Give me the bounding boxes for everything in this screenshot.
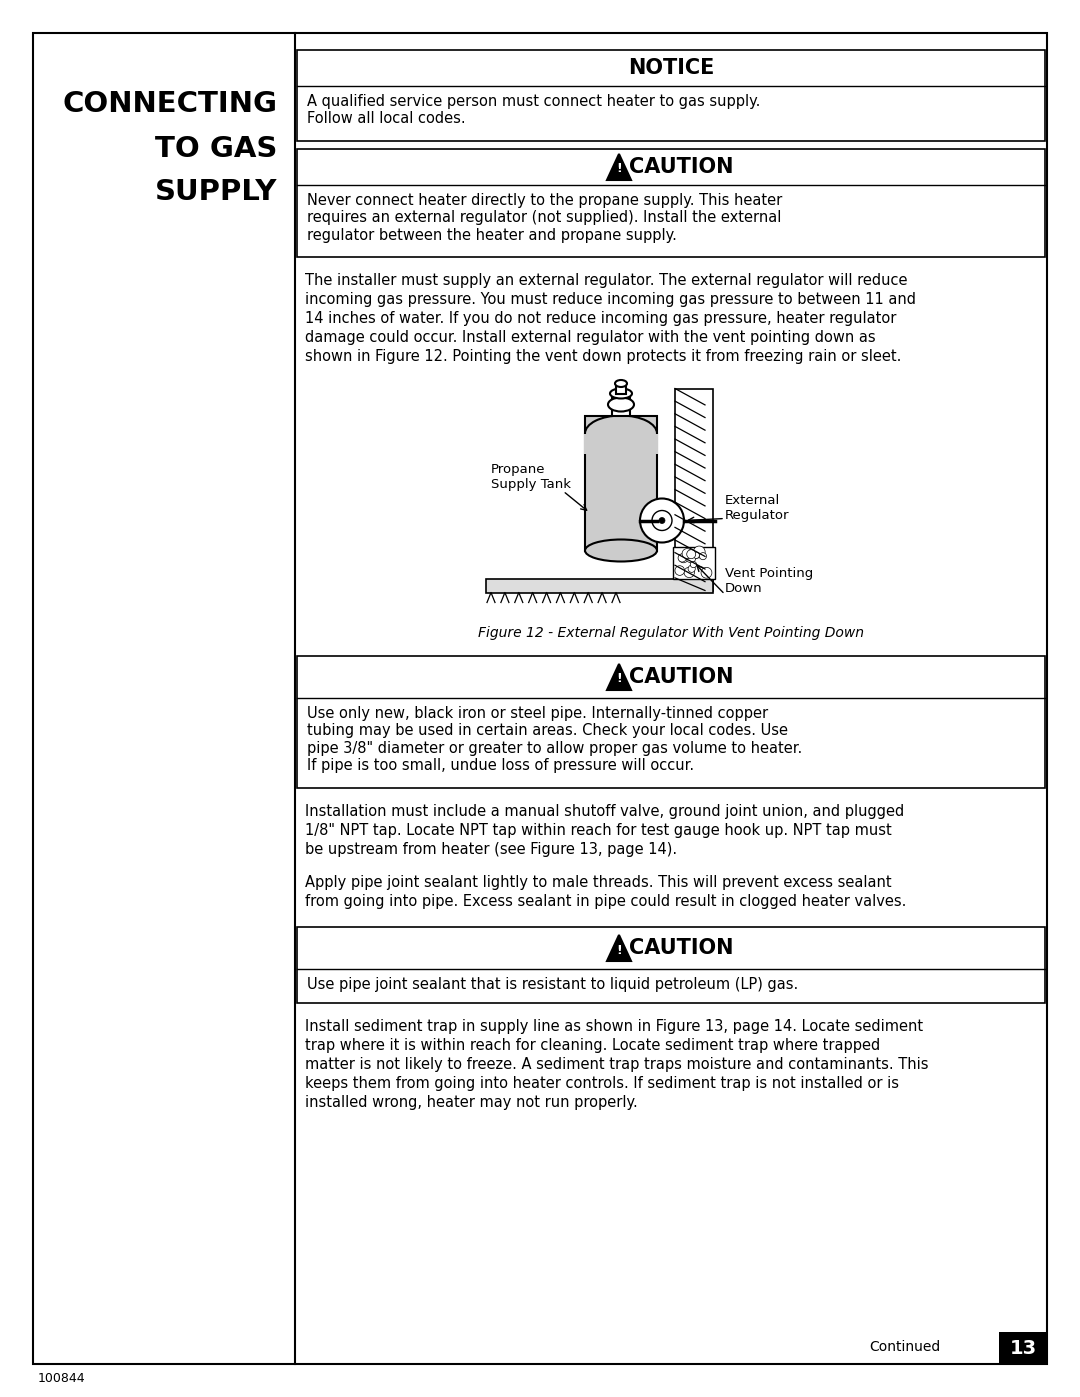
- Text: Never connect heater directly to the propane supply. This heater
requires an ext: Never connect heater directly to the pro…: [307, 193, 782, 243]
- Text: NOTICE: NOTICE: [627, 59, 714, 78]
- Bar: [612, 394, 630, 415]
- Text: Use pipe joint sealant that is resistant to liquid petroleum (LP) gas.: Use pipe joint sealant that is resistant…: [307, 977, 798, 992]
- Text: 100844: 100844: [38, 1372, 85, 1384]
- Bar: [675, 388, 713, 591]
- Text: Install sediment trap in supply line as shown in Figure 13, page 14. Locate sedi: Install sediment trap in supply line as …: [305, 1018, 923, 1034]
- Circle shape: [659, 517, 665, 524]
- Bar: [297, 928, 1045, 1003]
- Circle shape: [683, 549, 692, 559]
- Ellipse shape: [608, 398, 634, 412]
- Text: The installer must supply an external regulator. The external regulator will red: The installer must supply an external re…: [305, 272, 907, 288]
- Circle shape: [675, 566, 685, 576]
- Text: Installation must include a manual shutoff valve, ground joint union, and plugge: Installation must include a manual shuto…: [305, 805, 904, 819]
- Circle shape: [701, 567, 712, 578]
- Bar: [584, 433, 658, 454]
- Circle shape: [679, 553, 688, 563]
- Polygon shape: [607, 154, 631, 180]
- Ellipse shape: [610, 388, 632, 398]
- Text: Use only new, black iron or steel pipe. Internally-tinned copper
tubing may be u: Use only new, black iron or steel pipe. …: [307, 705, 802, 773]
- Circle shape: [688, 566, 696, 573]
- Text: CAUTION: CAUTION: [629, 666, 733, 687]
- Text: A qualified service person must connect heater to gas supply.
Follow all local c: A qualified service person must connect …: [307, 94, 760, 126]
- Text: !: !: [616, 943, 622, 957]
- Text: CONNECTING: CONNECTING: [62, 89, 276, 117]
- Bar: [297, 657, 1045, 788]
- Text: External
Regulator: External Regulator: [725, 495, 789, 522]
- Bar: [999, 1331, 1047, 1363]
- Text: Continued: Continued: [868, 1340, 940, 1354]
- Text: SUPPLY: SUPPLY: [154, 177, 276, 205]
- Circle shape: [684, 567, 694, 577]
- Text: !: !: [616, 672, 622, 686]
- Polygon shape: [607, 664, 631, 690]
- Text: Figure 12 - External Regulator With Vent Pointing Down: Figure 12 - External Regulator With Vent…: [478, 626, 864, 640]
- Text: 13: 13: [1010, 1338, 1037, 1358]
- Text: incoming gas pressure. You must reduce incoming gas pressure to between 11 and: incoming gas pressure. You must reduce i…: [305, 292, 916, 307]
- Ellipse shape: [585, 415, 657, 451]
- Text: Vent Pointing
Down: Vent Pointing Down: [725, 567, 813, 595]
- Circle shape: [693, 546, 705, 557]
- Circle shape: [690, 562, 697, 567]
- Bar: [616, 384, 626, 394]
- Circle shape: [652, 510, 672, 531]
- Text: !: !: [616, 162, 622, 176]
- Ellipse shape: [615, 380, 627, 387]
- Circle shape: [678, 553, 686, 562]
- Circle shape: [700, 553, 706, 560]
- Text: Apply pipe joint sealant lightly to male threads. This will prevent excess seala: Apply pipe joint sealant lightly to male…: [305, 875, 892, 890]
- Circle shape: [686, 553, 696, 563]
- Text: shown in Figure 12. Pointing the vent down protects it from freezing rain or sle: shown in Figure 12. Pointing the vent do…: [305, 349, 902, 365]
- Text: 14 inches of water. If you do not reduce incoming gas pressure, heater regulator: 14 inches of water. If you do not reduce…: [305, 312, 896, 326]
- Text: from going into pipe. Excess sealant in pipe could result in clogged heater valv: from going into pipe. Excess sealant in …: [305, 894, 906, 909]
- Text: installed wrong, heater may not run properly.: installed wrong, heater may not run prop…: [305, 1095, 638, 1111]
- Text: damage could occur. Install external regulator with the vent pointing down as: damage could occur. Install external reg…: [305, 330, 876, 345]
- Circle shape: [640, 499, 684, 542]
- Text: matter is not likely to freeze. A sediment trap traps moisture and contaminants.: matter is not likely to freeze. A sedime…: [305, 1058, 929, 1071]
- Circle shape: [693, 552, 700, 559]
- Bar: [486, 578, 713, 592]
- Text: CAUTION: CAUTION: [629, 156, 733, 177]
- Text: be upstream from heater (see Figure 13, page 14).: be upstream from heater (see Figure 13, …: [305, 842, 677, 856]
- Text: trap where it is within reach for cleaning. Locate sediment trap where trapped: trap where it is within reach for cleani…: [305, 1038, 880, 1053]
- Text: CAUTION: CAUTION: [629, 937, 733, 958]
- Bar: [297, 50, 1045, 141]
- Bar: [585, 415, 657, 550]
- Text: keeps them from going into heater controls. If sediment trap is not installed or: keeps them from going into heater contro…: [305, 1076, 899, 1091]
- Text: Propane
Supply Tank: Propane Supply Tank: [491, 462, 571, 490]
- Circle shape: [692, 552, 700, 559]
- Polygon shape: [607, 935, 631, 961]
- Circle shape: [687, 549, 696, 559]
- Bar: [297, 149, 1045, 257]
- Bar: [673, 546, 715, 578]
- Text: 1/8" NPT tap. Locate NPT tap within reach for test gauge hook up. NPT tap must: 1/8" NPT tap. Locate NPT tap within reac…: [305, 823, 892, 838]
- Ellipse shape: [585, 539, 657, 562]
- Text: TO GAS: TO GAS: [154, 136, 276, 163]
